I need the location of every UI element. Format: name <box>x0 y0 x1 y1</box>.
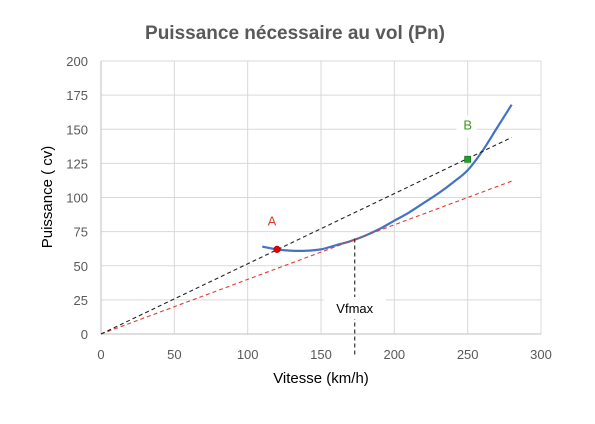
grid <box>101 60 542 334</box>
annotations: Vfmax A B <box>268 115 477 356</box>
axes <box>100 61 541 335</box>
chart-title: Puissance nécessaire au vol (Pn) <box>145 23 445 44</box>
series-layer <box>100 104 513 335</box>
point-A-label: A <box>268 213 277 228</box>
tangent-line-red <box>100 180 512 335</box>
y-tick-label: 200 <box>66 54 88 69</box>
y-tick-label: 150 <box>66 122 88 137</box>
y-tick-label: 75 <box>74 225 88 240</box>
x-tick-label: 300 <box>530 347 552 362</box>
x-tick-label: 100 <box>237 347 259 362</box>
y-tick-label: 50 <box>74 259 88 274</box>
point-B-marker <box>464 155 472 163</box>
x-tick-label: 0 <box>97 347 104 362</box>
secant-line-black <box>100 136 512 335</box>
tick-labels: 0 25 50 75 100 125 150 175 200 0 50 100 150 200 250 300 <box>66 54 552 362</box>
x-tick-label: 150 <box>310 347 332 362</box>
x-tick-label: 200 <box>383 347 405 362</box>
y-tick-label: 25 <box>74 293 88 308</box>
power-curve-line <box>262 104 513 253</box>
point-A-marker <box>273 245 281 253</box>
y-tick-label: 125 <box>66 156 88 171</box>
point-B-label-box <box>456 115 477 138</box>
point-B-label: B <box>463 117 472 132</box>
y-tick-label: 100 <box>66 191 88 206</box>
y-tick-label: 0 <box>81 327 88 342</box>
vfmax-label-box <box>323 297 386 319</box>
y-tick-label: 175 <box>66 88 88 103</box>
x-tick-label: 50 <box>167 347 181 362</box>
x-axis-title: Vitesse (km/h) <box>273 370 369 387</box>
y-axis-title: Puissance ( cv) <box>39 146 56 249</box>
x-tick-label: 250 <box>457 347 479 362</box>
vfmax-label: Vfmax <box>336 301 373 316</box>
